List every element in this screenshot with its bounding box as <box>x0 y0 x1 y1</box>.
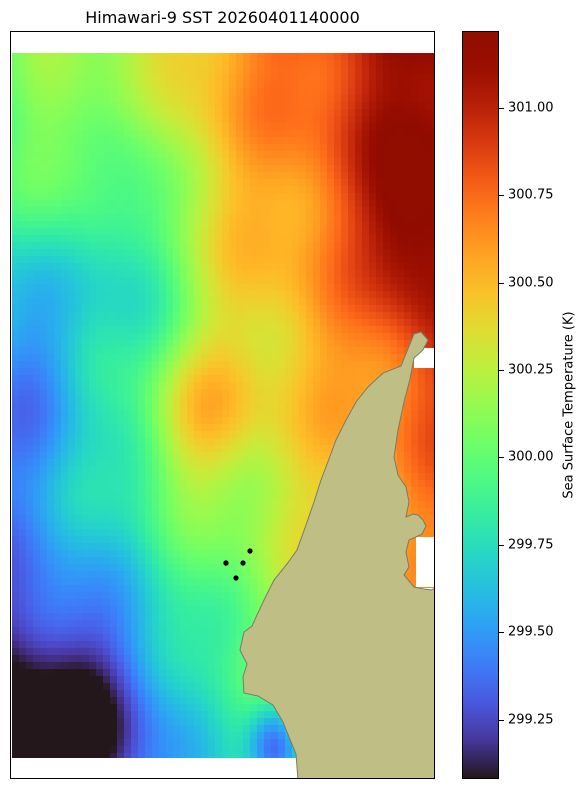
colorbar-tick-label: 300.50 <box>508 275 554 291</box>
colorbar-tick-label: 300.75 <box>508 187 554 203</box>
colorbar-tick <box>499 632 504 634</box>
colorbar-tick <box>499 370 504 372</box>
colorbar-tick-label: 300.25 <box>508 362 554 378</box>
colorbar-tick <box>499 544 504 546</box>
colorbar <box>462 31 499 779</box>
plot-title: Himawari-9 SST 20260401140000 <box>85 8 360 27</box>
colorbar-label: Sea Surface Temperature (K) <box>561 311 577 499</box>
colorbar-tick <box>499 282 504 284</box>
colorbar-tick <box>499 457 504 459</box>
colorbar-tick-label: 300.00 <box>508 449 554 465</box>
colorbar-tick-label: 299.75 <box>508 537 554 553</box>
colorbar-tick <box>499 719 504 721</box>
colorbar-tick-label: 299.50 <box>508 624 554 640</box>
station-markers <box>223 548 253 581</box>
station-marker <box>233 575 239 581</box>
land-peninsula <box>239 331 434 778</box>
colorbar-tick-label: 301.00 <box>508 100 554 116</box>
colorbar-tick-label: 299.25 <box>508 712 554 728</box>
station-marker <box>223 560 229 566</box>
colorbar-tick <box>499 107 504 109</box>
colorbar-tick <box>499 195 504 197</box>
sst-map[interactable] <box>10 31 435 779</box>
sst-map-canvas <box>12 53 434 778</box>
station-marker <box>247 548 253 554</box>
station-marker <box>240 560 246 566</box>
